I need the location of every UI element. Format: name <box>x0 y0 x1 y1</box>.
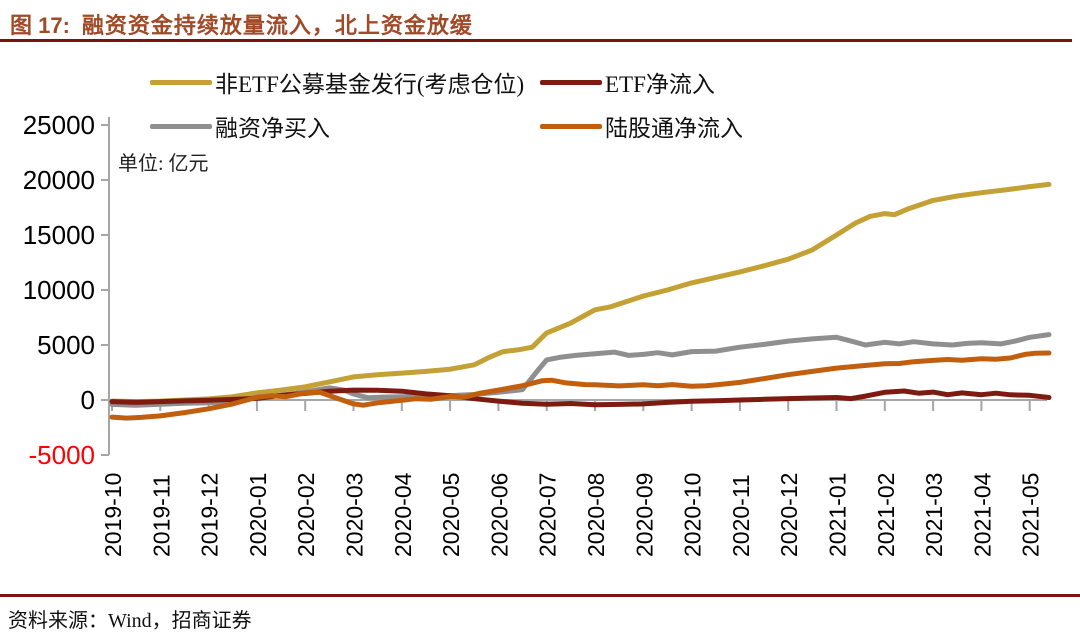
legend-item-non-etf-fund-issuance: 非ETF公募基金发行(考虑仓位) <box>150 68 525 97</box>
x-axis-label: 2020-06 <box>486 473 512 557</box>
x-axis-label: 2020-05 <box>438 473 464 557</box>
legend-label: 陆股通净流入 <box>605 116 743 141</box>
legend-item-margin-net-buying: 融资净买入 <box>150 112 330 141</box>
x-axis-label: 2020-12 <box>776 473 802 557</box>
x-axis-label: 2021-03 <box>921 473 947 557</box>
legend-label: 融资净买入 <box>215 116 330 141</box>
y-axis-label: 5000 <box>37 330 95 360</box>
x-axis-label: 2020-09 <box>631 473 657 557</box>
x-axis-label: 2021-04 <box>969 472 995 557</box>
x-axis-label: 2021-01 <box>825 473 851 557</box>
legend-item-northbound-net-inflow: 陆股通净流入 <box>540 112 743 141</box>
legend-item-etf-net-inflow: ETF净流入 <box>540 68 715 97</box>
y-axis-label: 0 <box>81 385 95 415</box>
figure-number-label: 图 17: <box>10 13 70 38</box>
y-axis-label: -5000 <box>29 440 96 470</box>
legend-swatch-gray <box>150 123 212 129</box>
x-axis-label: 2019-12 <box>197 473 223 557</box>
y-axis-label: 15000 <box>23 220 95 250</box>
x-axis-label: 2020-01 <box>245 473 271 557</box>
x-axis-label: 2021-05 <box>1018 473 1044 557</box>
x-axis-label: 2020-08 <box>583 473 609 557</box>
legend-swatch-gold <box>150 79 212 85</box>
figure-header: 图 17: 融资资金持续放量流入，北上资金放缓 <box>10 8 473 40</box>
y-axis-label: 20000 <box>23 165 95 195</box>
y-axis-label: 25000 <box>23 110 95 140</box>
x-axis-label: 2020-02 <box>293 473 319 557</box>
x-axis-label: 2020-03 <box>342 473 368 557</box>
y-axis-label: 10000 <box>23 275 95 305</box>
series-line-0 <box>109 181 1052 405</box>
legend-label: 非ETF公募基金发行(考虑仓位) <box>215 72 525 97</box>
legend-label: ETF净流入 <box>605 72 715 97</box>
source-note: 资料来源：Wind，招商证券 <box>8 610 252 632</box>
x-axis-label: 2019-11 <box>148 474 174 557</box>
figure-title: 融资资金持续放量流入，北上资金放缓 <box>81 13 473 38</box>
series-line-3 <box>109 350 1052 421</box>
footer-divider-rule <box>0 594 1080 597</box>
legend-swatch-orange <box>540 123 602 129</box>
x-axis-label: 2020-07 <box>535 473 561 557</box>
x-axis-label: 2020-11 <box>728 474 754 557</box>
x-axis-label: 2020-10 <box>680 473 706 557</box>
header-divider-rule <box>0 39 1072 42</box>
x-axis-label: 2021-02 <box>873 473 899 557</box>
unit-note: 单位: 亿元 <box>118 153 209 175</box>
legend-swatch-darkred <box>540 79 602 85</box>
x-axis-label: 2020-04 <box>390 472 416 557</box>
x-axis-label: 2019-10 <box>100 473 126 557</box>
